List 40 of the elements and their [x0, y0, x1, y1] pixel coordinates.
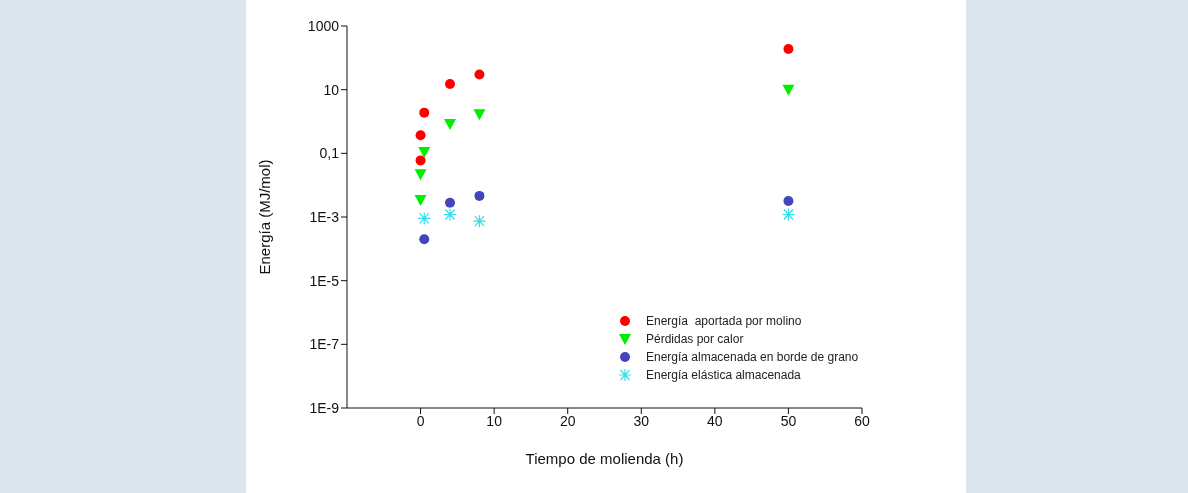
point — [443, 207, 457, 222]
point — [472, 214, 487, 228]
x-tick-label: 50 — [780, 412, 797, 429]
x-tick-label: 60 — [854, 412, 870, 429]
point — [419, 107, 430, 118]
point — [474, 69, 485, 80]
point — [473, 109, 486, 121]
legend-label: Energía almacenada en borde de grano — [646, 350, 859, 364]
point — [783, 43, 794, 54]
point — [417, 211, 431, 226]
legend-label: Energía aportada por molino — [646, 314, 802, 328]
x-tick-label: 20 — [559, 412, 576, 429]
y-tick-label: 1000 — [307, 17, 340, 34]
point — [445, 79, 455, 90]
x-tick-label: 40 — [707, 412, 723, 429]
y-tick-label: 1E-9 — [309, 399, 340, 416]
x-tick-label: 0 — [416, 412, 425, 429]
x-axis-title: Tiempo de molienda (h) — [525, 450, 684, 467]
point — [419, 234, 430, 245]
point — [415, 155, 426, 166]
legend-label: Energía elástica almacenada — [646, 368, 801, 382]
x-tick-label: 10 — [486, 412, 503, 429]
point — [445, 197, 455, 208]
point — [782, 84, 795, 96]
point — [414, 195, 427, 207]
y-tick-label: 1E-5 — [309, 272, 340, 289]
point — [781, 207, 796, 222]
y-axis-title: Energía (MJ/mol) — [256, 159, 274, 275]
y-tick-label: 0,1 — [319, 145, 340, 162]
point — [418, 147, 431, 159]
point — [415, 130, 426, 141]
point — [783, 195, 794, 206]
x-tick-label: 30 — [633, 412, 650, 429]
legend-label: Pérdidas por calor — [646, 332, 744, 346]
y-tick-label: 1E-3 — [309, 208, 340, 225]
point — [444, 119, 456, 131]
point — [474, 190, 485, 201]
y-tick-label: 1E-7 — [309, 336, 340, 353]
point — [414, 169, 427, 181]
y-tick-label: 10 — [323, 81, 340, 98]
